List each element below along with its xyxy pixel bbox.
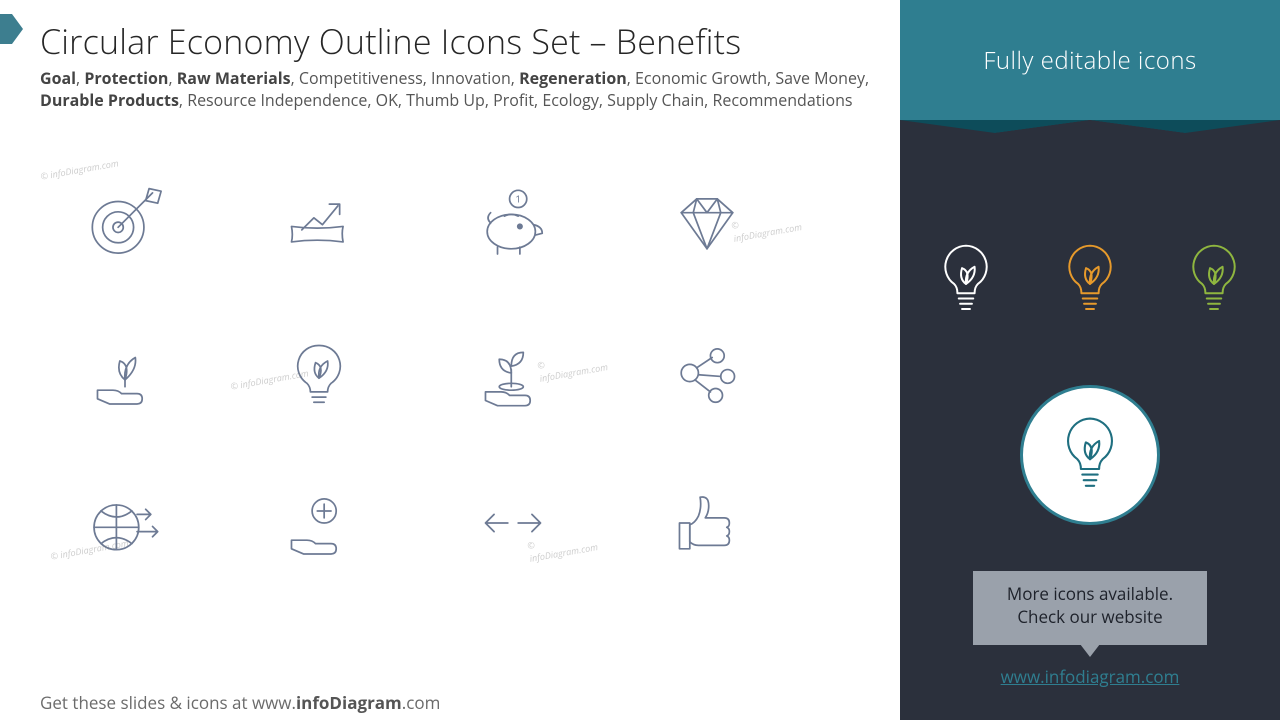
hand-leaf-icon <box>40 303 210 443</box>
sample-bulb-row <box>933 240 1247 325</box>
subtitle-keywords: Goal, Protection, Raw Materials, Competi… <box>40 68 870 111</box>
bulb-leaf-icon: © infoDiagram.com <box>234 303 404 443</box>
hand-plant-icon: © infoDiagram.com <box>428 303 598 443</box>
footer-prefix: Get these slides & icons at www. <box>40 691 296 714</box>
arrows-lr-icon: © infoDiagram.com <box>428 453 598 593</box>
sidebar-title: Fully editable icons <box>983 44 1196 77</box>
more-icons-callout: More icons available. Check our website <box>973 571 1207 645</box>
globe-arrows-icon: © infoDiagram.com <box>40 453 210 593</box>
network-nodes-icon <box>622 303 792 443</box>
sample-bulb-icon <box>933 240 999 325</box>
more-line-1: More icons available. <box>1007 583 1173 606</box>
svg-text:1: 1 <box>515 193 521 207</box>
page-title: Circular Economy Outline Icons Set – Ben… <box>40 18 870 64</box>
target-icon: © infoDiagram.com <box>40 153 210 293</box>
icon-grid: © infoDiagram.com1© infoDiagram.com© inf… <box>40 153 870 593</box>
hand-plus-icon <box>234 453 404 593</box>
diamond-icon: © infoDiagram.com <box>622 153 792 293</box>
piggy-bank-icon: 1 <box>428 153 598 293</box>
watermark-text: © infoDiagram.com <box>39 156 119 183</box>
growth-chart-icon <box>234 153 404 293</box>
footer-suffix: .com <box>402 691 441 714</box>
website-link[interactable]: www.infodiagram.com <box>1001 665 1180 688</box>
sidebar-panel: Fully editable icons More icons availabl… <box>900 0 1280 720</box>
footer-bold: infoDiagram <box>296 691 402 714</box>
more-line-2: Check our website <box>1007 606 1173 629</box>
main-panel: Circular Economy Outline Icons Set – Ben… <box>0 0 900 720</box>
sidebar-header: Fully editable icons <box>900 0 1280 120</box>
sample-bulb-icon <box>1181 240 1247 325</box>
footer-credit: Get these slides & icons at www.infoDiag… <box>40 691 440 714</box>
highlighted-bulb-circle <box>1020 385 1160 525</box>
left-accent-marker <box>0 14 12 44</box>
thumb-up-icon <box>622 453 792 593</box>
slide-root: Circular Economy Outline Icons Set – Ben… <box>0 0 1280 720</box>
sample-bulb-icon <box>1057 240 1123 325</box>
